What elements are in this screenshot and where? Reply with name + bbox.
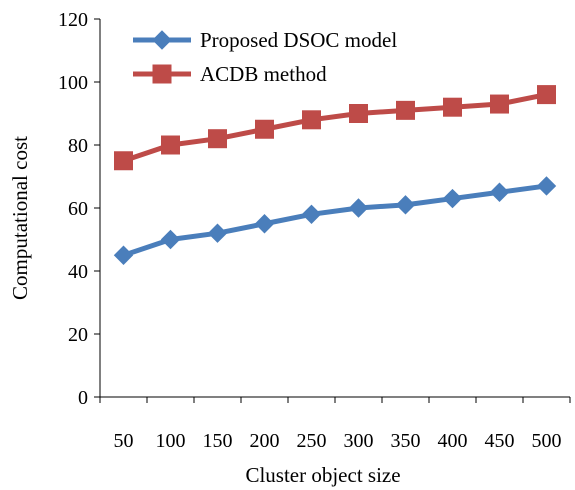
legend: Proposed DSOC model ACDB method	[133, 28, 397, 86]
square-marker-icon	[152, 64, 172, 84]
x-axis-title: Cluster object size	[245, 463, 400, 487]
x-ticks: 50 100 150 200 250 300 350 400 450 500	[99, 397, 571, 452]
y-tick-label: 120	[58, 9, 88, 31]
y-tick-label: 40	[68, 261, 88, 283]
series-line	[122, 92, 547, 164]
y-tick-label: 20	[68, 324, 88, 346]
x-tick-label: 150	[203, 430, 233, 452]
data-point	[395, 195, 416, 215]
data-point	[254, 214, 275, 234]
x-tick-label: 100	[156, 430, 186, 452]
x-tick-label: 500	[532, 430, 562, 452]
x-tick-label: 300	[344, 430, 374, 452]
data-point	[443, 97, 462, 117]
data-point	[301, 204, 322, 225]
legend-label: Proposed DSOC model	[200, 28, 397, 52]
data-point	[349, 104, 368, 123]
diamond-marker-icon	[152, 30, 172, 50]
data-point	[490, 94, 509, 114]
y-ticks: 0 20 40 60 80 100 120	[58, 9, 100, 409]
data-point	[114, 151, 133, 171]
data-point	[348, 198, 369, 218]
legend-item: Proposed DSOC model	[133, 28, 397, 52]
data-point	[161, 135, 180, 155]
series-layer	[113, 85, 557, 265]
series-line	[122, 183, 547, 258]
y-tick-label: 100	[58, 72, 88, 94]
legend-item: ACDB method	[133, 62, 327, 86]
data-point	[302, 110, 321, 130]
x-tick-label: 400	[438, 430, 468, 452]
data-point	[489, 182, 510, 202]
x-tick-label: 50	[114, 430, 134, 452]
data-point	[396, 100, 415, 120]
y-axis-title: Computational cost	[8, 136, 32, 300]
x-tick-label: 450	[485, 430, 515, 452]
y-tick-label: 80	[68, 135, 88, 157]
y-tick-label: 0	[78, 387, 88, 409]
data-point	[160, 229, 181, 250]
data-point	[208, 129, 227, 149]
data-point	[113, 245, 134, 265]
data-point	[255, 119, 274, 139]
series-0	[113, 176, 557, 265]
x-tick-label: 200	[250, 430, 280, 452]
series-1	[114, 85, 556, 171]
x-tick-label: 350	[391, 430, 421, 452]
y-tick-label: 60	[68, 198, 88, 220]
legend-label: ACDB method	[200, 62, 327, 86]
data-point	[537, 85, 556, 105]
data-point	[536, 176, 557, 196]
x-tick-label: 250	[297, 430, 327, 452]
data-point	[207, 223, 228, 243]
data-point	[442, 188, 463, 209]
